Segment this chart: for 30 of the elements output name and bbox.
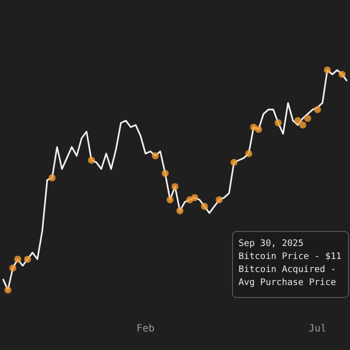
point bbox=[230, 158, 238, 166]
point bbox=[200, 202, 208, 210]
point bbox=[324, 66, 331, 74]
point bbox=[255, 126, 262, 133]
point bbox=[191, 194, 198, 202]
point bbox=[4, 286, 12, 294]
point bbox=[166, 196, 174, 204]
x-tick-label: Feb bbox=[136, 324, 155, 334]
point bbox=[216, 196, 223, 204]
annotation: Avg Purchase Price bbox=[238, 278, 336, 288]
point bbox=[176, 207, 184, 214]
point bbox=[314, 106, 322, 114]
point bbox=[338, 70, 346, 78]
point bbox=[294, 117, 302, 124]
annotation: Bitcoin Price - $11 bbox=[238, 252, 342, 262]
point bbox=[14, 256, 22, 263]
point bbox=[24, 256, 32, 263]
annotation: Sep 30, 2025 bbox=[238, 239, 304, 249]
point bbox=[299, 122, 306, 128]
point bbox=[48, 174, 56, 182]
point bbox=[88, 156, 95, 164]
point bbox=[304, 114, 312, 122]
point bbox=[9, 264, 16, 272]
point bbox=[274, 119, 282, 126]
point bbox=[245, 150, 252, 158]
x-tick-label: Jul bbox=[308, 324, 327, 334]
annotation: Bitcoin Acquired - bbox=[238, 265, 336, 275]
point bbox=[152, 152, 159, 160]
point bbox=[162, 170, 169, 177]
point bbox=[172, 183, 178, 190]
